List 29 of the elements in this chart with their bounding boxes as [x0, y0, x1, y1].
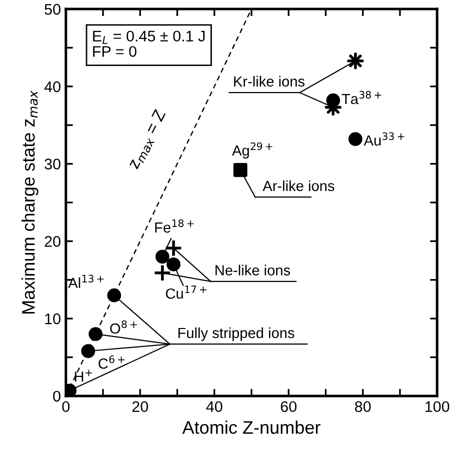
annotation: O$^{8+}$ — [110, 320, 137, 334]
y-tick-label: 0 — [53, 390, 60, 402]
annotation: Ne-like ions — [216, 264, 290, 276]
annotation: Ta$^{38+}$ — [342, 90, 382, 104]
annotation: C$^{6+}$ — [98, 355, 125, 369]
annotation: z$_{max}$ = Z — [127, 108, 168, 171]
x-tick-label: 0 — [62, 401, 70, 412]
annotation: Fully stripped ions — [178, 327, 294, 342]
x-tick-label: 20 — [132, 401, 148, 412]
y-tick-label: 10 — [45, 313, 60, 324]
y-tick-label: 30 — [44, 158, 60, 170]
annotation: E$_{L}$ = 0.45 ± 0.1 J FP = 0 — [93, 30, 205, 57]
x-tick-label: 40 — [206, 401, 222, 412]
x-tick-label: 100 — [426, 401, 450, 412]
y-tick-label: 50 — [44, 4, 60, 15]
annotation: Al$^{13+}$ — [68, 274, 104, 288]
x-tick-label: 80 — [355, 401, 371, 412]
annotation: H$^{+}$ — [74, 370, 92, 382]
x-tick-label: 60 — [280, 401, 297, 412]
annotation: Ag$^{29+}$ — [232, 142, 272, 159]
annotation: Au$^{33+}$ — [364, 132, 404, 146]
y-axis-title: Maximum charge state z$_{max}$ — [22, 90, 38, 314]
annotation: Ar-like ions — [262, 180, 334, 192]
x-axis-title: Atomic Z-number — [182, 420, 320, 434]
y-tick-label: 40 — [44, 81, 60, 92]
y-tick-label: 20 — [44, 236, 60, 247]
annotation: Kr-like ions — [234, 76, 305, 87]
annotation: Fe$^{18+}$ — [155, 219, 194, 233]
annotation: Cu$^{17+}$ — [166, 286, 206, 299]
